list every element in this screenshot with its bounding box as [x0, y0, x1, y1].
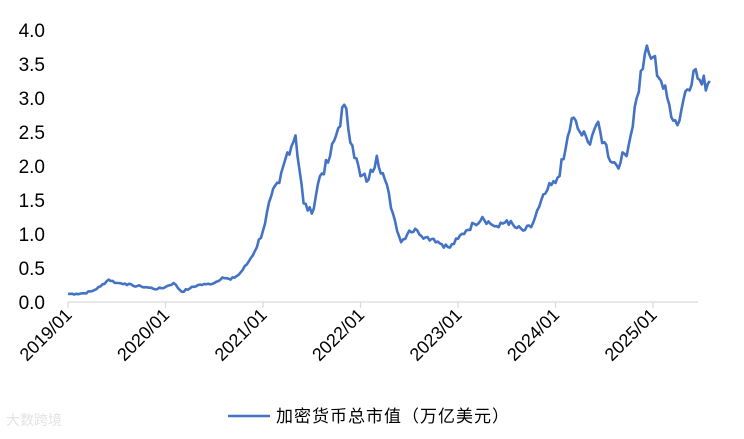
legend-label: 加密货币总市值（万亿美元）	[276, 407, 510, 427]
x-tick-label: 2025/01	[601, 305, 661, 365]
y-tick-label: 2.0	[19, 157, 45, 178]
y-tick-label: 3.0	[19, 89, 45, 110]
y-tick-label: 0.5	[19, 259, 45, 280]
y-tick-label: 0.0	[19, 293, 45, 314]
watermark: 大数跨境	[6, 413, 62, 429]
x-tick-label: 2021/01	[211, 305, 271, 365]
y-tick-label: 1.0	[19, 225, 45, 246]
y-tick-label: 2.5	[19, 123, 45, 144]
x-tick-label: 2022/01	[308, 305, 368, 365]
plot-area	[67, 44, 711, 296]
legend: 加密货币总市值（万亿美元）	[228, 407, 510, 427]
x-tick-label: 2023/01	[406, 305, 466, 365]
series-line-market-cap	[67, 44, 711, 296]
x-axis: 2019/01 2020/01 2021/01 2022/01 2023/01 2024/…	[16, 301, 698, 365]
x-tick-label: 2024/01	[503, 305, 563, 365]
x-tick-label: 2020/01	[113, 305, 173, 365]
y-tick-label: 1.5	[19, 191, 45, 212]
y-tick-label: 3.5	[19, 55, 45, 76]
y-tick-label: 4.0	[19, 21, 45, 42]
y-axis: 0.0 0.5 1.0 1.5 2.0 2.5 3.0 3.5 4.0	[19, 21, 45, 314]
